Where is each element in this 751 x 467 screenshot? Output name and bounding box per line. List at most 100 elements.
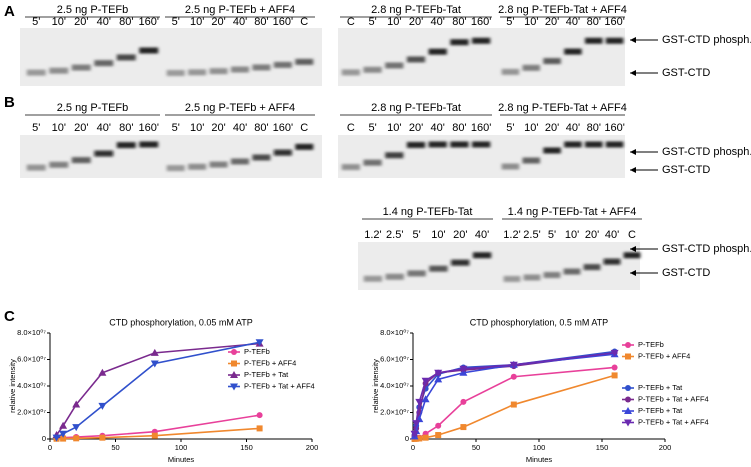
data-point xyxy=(416,435,423,442)
data-point xyxy=(435,432,442,439)
gel-group-label: 2.8 ng P-TEFb-Tat + AFF4 xyxy=(498,102,627,114)
gel-band xyxy=(363,66,382,73)
x-axis-label: Minutes xyxy=(526,455,553,464)
legend-label: P-TEFb + Tat + AFF4 xyxy=(638,417,709,426)
lane-label: 2.5' xyxy=(386,229,403,241)
gel-band xyxy=(94,150,114,157)
data-point xyxy=(72,400,81,408)
lane-label: 40' xyxy=(431,16,445,28)
x-tick-label: 100 xyxy=(175,443,188,452)
series-line xyxy=(55,342,260,436)
lane-label: 20' xyxy=(453,229,467,241)
lane-label: C xyxy=(347,16,355,28)
gel-band xyxy=(501,163,520,170)
gel-bands xyxy=(26,47,314,77)
gel-bands xyxy=(341,37,624,76)
gel-band xyxy=(450,141,469,148)
data-point xyxy=(510,401,517,408)
data-point xyxy=(98,368,107,376)
lane-label: 20' xyxy=(74,16,88,28)
panel-label: B xyxy=(4,94,15,111)
gel-band xyxy=(273,149,292,156)
data-point xyxy=(460,424,467,431)
gel-band xyxy=(341,69,360,76)
data-point xyxy=(625,385,631,391)
data-point xyxy=(625,353,631,360)
data-point xyxy=(509,361,518,369)
gel-band xyxy=(543,271,561,278)
x-tick-label: 0 xyxy=(48,443,52,452)
data-point xyxy=(435,422,442,429)
x-tick-label: 50 xyxy=(111,443,119,452)
data-point xyxy=(231,349,237,355)
data-point xyxy=(150,348,159,356)
legend-label: P-TEFb + Tat xyxy=(638,406,683,415)
gel-band xyxy=(564,141,582,148)
lane-label: 160' xyxy=(471,122,491,134)
gel-band xyxy=(503,275,521,282)
lane-label: 5' xyxy=(172,122,180,134)
series-line xyxy=(56,341,260,439)
gel-group-label: 2.8 ng P-TEFb-Tat xyxy=(371,4,461,16)
data-point xyxy=(52,434,61,442)
gel-band xyxy=(209,68,228,75)
gel-band xyxy=(501,68,520,75)
lane-label: 5' xyxy=(368,16,376,28)
gel-band xyxy=(209,161,228,168)
gel-band xyxy=(385,62,404,69)
lane-label: 40' xyxy=(475,229,489,241)
x-tick-label: 150 xyxy=(240,443,253,452)
data-point xyxy=(610,349,619,357)
data-point xyxy=(255,339,264,347)
lane-label: C xyxy=(347,122,355,134)
lane-label: 10' xyxy=(52,122,66,134)
data-point xyxy=(256,425,263,432)
y-tick-label: 2.0×10⁰⁷ xyxy=(17,407,46,416)
lane-label: 20' xyxy=(211,16,225,28)
lane-label: 40' xyxy=(233,16,247,28)
legend-label: P-TEFb xyxy=(638,340,664,349)
data-point xyxy=(230,383,238,391)
gel-band xyxy=(94,60,114,67)
gel-image xyxy=(338,135,625,178)
gel-band xyxy=(231,66,249,73)
legend-label: P-TEFb xyxy=(244,347,270,356)
lane-label: 1.2' xyxy=(503,229,520,241)
gel-band xyxy=(623,252,641,259)
lane-label: 20' xyxy=(545,16,559,28)
y-tick-label: 0 xyxy=(42,434,46,443)
gel-band xyxy=(522,157,540,164)
data-point xyxy=(60,435,67,442)
gel-group-label: 1.4 ng P-TEFb-Tat xyxy=(383,206,473,218)
gel-band xyxy=(543,58,561,65)
lane-label: C xyxy=(628,229,636,241)
marker-label: GST-CTD xyxy=(662,164,710,176)
data-point xyxy=(151,432,158,439)
gel-band xyxy=(522,64,540,71)
lane-label: 40' xyxy=(566,122,580,134)
lane-label: 40' xyxy=(97,122,111,134)
lane-label: 80' xyxy=(452,122,466,134)
gel-band xyxy=(139,141,159,148)
gel-band xyxy=(188,163,207,170)
x-tick-label: 200 xyxy=(306,443,319,452)
data-point xyxy=(460,398,467,405)
lane-label: 10' xyxy=(524,122,538,134)
lane-label: 160' xyxy=(471,16,491,28)
legend-label: P-TEFb + Tat xyxy=(638,383,683,392)
gel-band xyxy=(116,54,136,61)
x-tick-label: 150 xyxy=(596,443,609,452)
data-point xyxy=(99,434,106,441)
legend-label: P-TEFb + Tat + AFF4 xyxy=(244,381,315,390)
lane-label: 5' xyxy=(412,229,420,241)
gel-band xyxy=(428,141,447,148)
lane-label: 20' xyxy=(409,122,423,134)
data-point xyxy=(412,420,421,428)
gel-band xyxy=(273,61,292,68)
lane-label: C xyxy=(300,16,308,28)
gel-band xyxy=(252,64,271,71)
legend-label: P-TEFb + AFF4 xyxy=(244,358,296,367)
lane-label: 40' xyxy=(605,229,619,241)
x-tick-label: 50 xyxy=(472,443,480,452)
